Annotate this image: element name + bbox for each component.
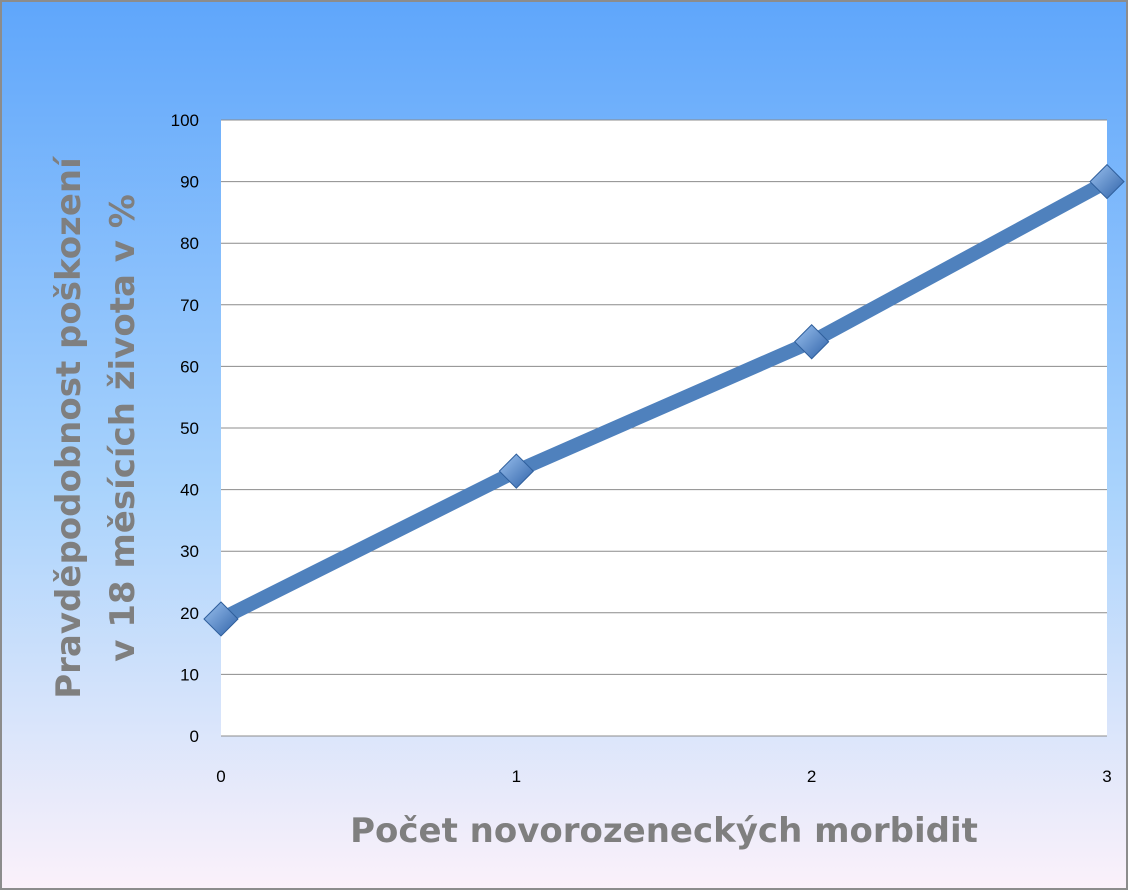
y-axis-title-line: Pravděpodobnost poškození	[49, 155, 89, 699]
y-tick-label: 50	[180, 419, 199, 438]
y-tick-label: 10	[180, 665, 199, 684]
y-tick-label: 40	[180, 481, 199, 500]
marker	[1089, 163, 1125, 200]
marker	[498, 453, 535, 489]
y-tick-label: 20	[180, 604, 199, 623]
y-tick-label: 0	[190, 727, 199, 746]
y-tick-label: 70	[180, 296, 199, 315]
y-axis-title: Pravděpodobnost poškození v 18 měsících …	[49, 155, 143, 699]
marker	[793, 324, 830, 360]
line	[214, 174, 1114, 626]
y-tick-label: 60	[180, 357, 199, 376]
y-tick-label: 80	[180, 234, 199, 253]
y-axis-title-line: v 18 měsících života v %	[103, 194, 143, 662]
x-tick-label: 1	[512, 767, 521, 786]
y-tick-label: 90	[180, 173, 199, 192]
y-tick-label: 100	[171, 111, 199, 130]
x-tick-label: 3	[1102, 767, 1111, 786]
y-tick-label: 30	[180, 542, 199, 561]
x-tick-label: 2	[807, 767, 816, 786]
marker	[203, 601, 239, 637]
x-axis-title: Počet novorozeneckých morbidit	[350, 811, 978, 851]
x-tick-label: 0	[216, 767, 225, 786]
